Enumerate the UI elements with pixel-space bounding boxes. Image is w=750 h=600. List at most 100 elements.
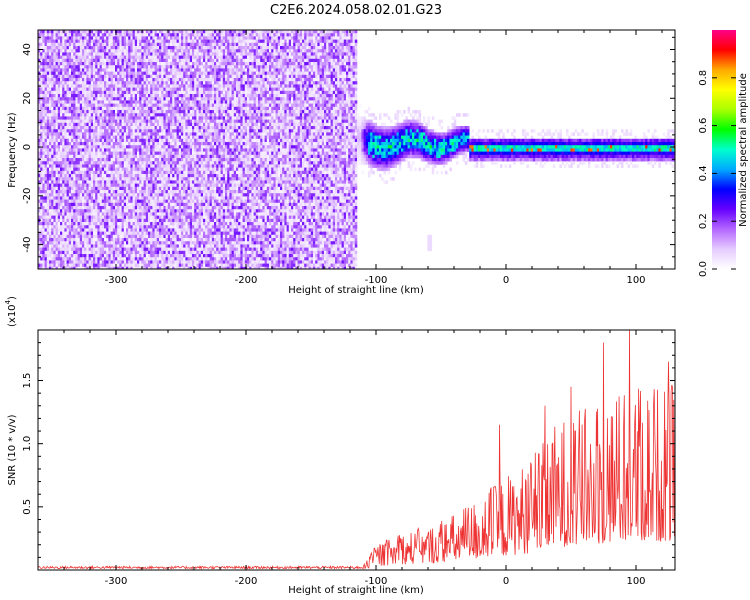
heatmap-cell: [97, 190, 100, 194]
heatmap-cell: [73, 148, 76, 152]
heatmap-cell: [178, 257, 182, 261]
heatmap-cell: [49, 154, 52, 159]
heatmap-cell: [40, 71, 43, 76]
heatmap-cell: [121, 46, 125, 50]
heatmap-cell: [90, 33, 94, 37]
heatmap-cell: [170, 215, 173, 220]
heatmap-cell: [88, 257, 92, 261]
heatmap-cell: [115, 202, 118, 207]
heatmap-cell: [145, 151, 149, 156]
heatmap-cell: [126, 174, 129, 178]
heatmap-cell: [176, 65, 180, 69]
heatmap-cell: [137, 100, 140, 104]
heatmap-cell: [97, 122, 100, 127]
heatmap-cell: [145, 161, 149, 165]
heatmap-cell: [53, 52, 56, 56]
heatmap-cell: [148, 202, 151, 207]
heatmap-cell: [115, 62, 118, 66]
heatmap-cell: [152, 212, 155, 216]
heatmap-cell: [183, 151, 186, 156]
heatmap-cell: [152, 132, 155, 136]
heatmap-cell: [104, 190, 107, 194]
heatmap-cell: [165, 247, 169, 252]
heatmap-cell: [115, 257, 118, 261]
heatmap-cell: [165, 100, 169, 104]
heatmap-cell: [53, 218, 56, 223]
heatmap-cell: [126, 164, 129, 168]
heatmap-cell: [121, 39, 125, 44]
heatmap-cell: [172, 81, 175, 85]
heatmap-cell: [88, 42, 92, 47]
heatmap-cell: [88, 154, 92, 159]
heatmap-cell: [121, 126, 125, 130]
heatmap-cell: [161, 90, 164, 95]
heatmap-cell: [42, 138, 45, 143]
heatmap-cell: [165, 49, 169, 53]
heatmap-cell: [117, 158, 120, 162]
heatmap-cell: [156, 138, 160, 143]
heatmap-cell: [93, 177, 96, 181]
heatmap-cell: [104, 142, 107, 146]
heatmap-cell: [44, 222, 48, 226]
heatmap-cell: [55, 154, 59, 159]
heatmap-cell: [181, 263, 184, 268]
heatmap-cell: [148, 234, 151, 239]
heatmap-cell: [165, 148, 169, 152]
heatmap-cell: [126, 87, 129, 92]
heatmap-cell: [178, 212, 182, 216]
heatmap-cell: [143, 78, 147, 82]
heatmap-cell: [77, 119, 81, 124]
heatmap-cell: [143, 231, 147, 236]
heatmap-cell: [106, 71, 109, 76]
heatmap-cell: [167, 254, 171, 258]
heatmap-cell: [117, 228, 120, 232]
heatmap-cell: [132, 126, 136, 130]
heatmap-cell: [170, 228, 173, 232]
heatmap-cell: [156, 202, 160, 207]
heatmap-cell: [62, 164, 65, 168]
heatmap-cell: [172, 167, 175, 172]
heatmap-cell: [112, 266, 116, 269]
heatmap-cell: [139, 52, 142, 56]
heatmap-cell: [167, 263, 171, 268]
heatmap-cell: [71, 177, 74, 181]
heatmap-cell: [139, 161, 142, 165]
heatmap-cell: [44, 186, 48, 191]
heatmap-cell: [139, 113, 142, 117]
heatmap-cell: [82, 238, 85, 242]
heatmap-cell: [141, 84, 144, 88]
heatmap-cell: [97, 199, 100, 204]
heatmap-cell: [90, 81, 94, 85]
heatmap-cell: [90, 212, 94, 216]
heatmap-cell: [99, 151, 103, 156]
heatmap-cell: [141, 126, 144, 130]
heatmap-cell: [159, 33, 162, 37]
heatmap-cell: [123, 241, 127, 245]
heatmap-cell: [95, 126, 98, 130]
heatmap-cell: [38, 254, 41, 258]
heatmap-cell: [143, 87, 147, 92]
heatmap-cell: [150, 222, 153, 226]
heatmap-cell: [156, 218, 160, 223]
heatmap-cell: [139, 158, 142, 162]
heatmap-cell: [104, 254, 107, 258]
heatmap-cell: [163, 238, 166, 242]
heatmap-cell: [165, 42, 169, 47]
heatmap-cell: [97, 215, 100, 220]
heatmap-cell: [68, 116, 72, 120]
heatmap-cell: [163, 222, 166, 226]
heatmap-cell: [53, 55, 56, 60]
heatmap-cell: [49, 260, 52, 264]
heatmap-cell: [62, 212, 65, 216]
heatmap-cell: [106, 68, 109, 72]
heatmap-cell: [86, 260, 89, 264]
heatmap-cell: [51, 58, 54, 63]
heatmap-cell: [40, 209, 43, 213]
heatmap-cell: [90, 36, 94, 40]
heatmap-cell: [55, 263, 59, 268]
heatmap-cell: [163, 122, 166, 127]
heatmap-cell: [73, 142, 76, 146]
heatmap-cell: [68, 263, 72, 268]
heatmap-cell: [95, 36, 98, 40]
heatmap-cell: [86, 257, 89, 261]
